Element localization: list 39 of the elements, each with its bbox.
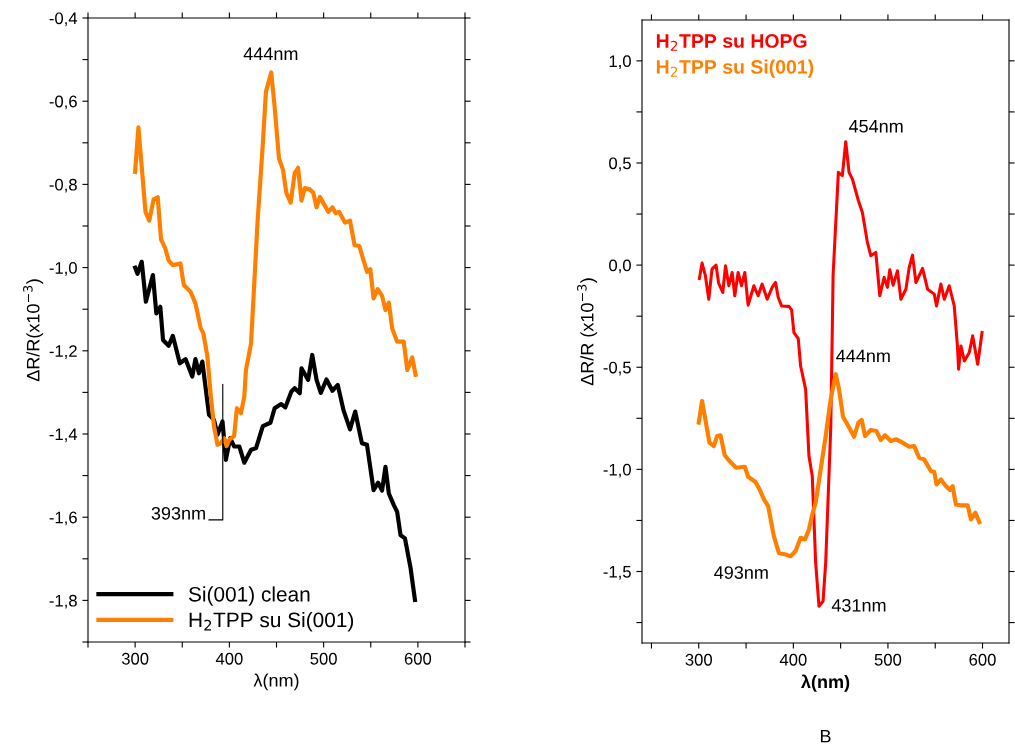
legend-label: Si(001) clean bbox=[188, 586, 310, 606]
y-tick-label: 1,0 bbox=[609, 55, 631, 70]
line-series bbox=[133, 70, 418, 449]
text: H$_{2}$TPP su Si(001) bbox=[656, 59, 814, 78]
y-tick-label: 0,5 bbox=[609, 157, 631, 172]
y-tick-label: -0,6 bbox=[49, 95, 77, 110]
text: H$_{2}$TPP su HOPG bbox=[656, 34, 807, 51]
x-tick-label: 500 bbox=[310, 652, 337, 665]
annotation: 493nm bbox=[714, 566, 768, 579]
y-tick-label: -1,8 bbox=[49, 594, 77, 609]
y-tick-label: -1,0 bbox=[49, 262, 77, 276]
y-tick-label: -1,6 bbox=[49, 511, 77, 526]
annotation: 444nm bbox=[836, 349, 890, 363]
x-tick-label: 500 bbox=[874, 653, 902, 666]
x-axis-title: λ(nm) bbox=[253, 673, 299, 691]
y-tick-label: -0,8 bbox=[49, 178, 77, 193]
legend-label: H$_{2}$TPP su Si(001) bbox=[189, 612, 354, 632]
annotation: 444nm bbox=[243, 47, 298, 60]
y-tick-label: -0,5 bbox=[603, 361, 631, 376]
x-tick-label: 300 bbox=[685, 653, 713, 666]
annotation: 393nm bbox=[151, 506, 205, 520]
text: B bbox=[820, 729, 831, 743]
line-series bbox=[696, 372, 982, 559]
y-tick-label: -0,4 bbox=[49, 12, 78, 27]
x-axis-title: λ(nm) bbox=[801, 674, 850, 692]
y-tick-label: 0,0 bbox=[609, 259, 631, 274]
x-tick-label: 400 bbox=[779, 653, 807, 666]
y-tick-label: -1,4 bbox=[49, 428, 78, 443]
y-tick-label: -1,5 bbox=[603, 566, 631, 580]
x-tick-label: 600 bbox=[404, 652, 432, 665]
annotation: 454nm bbox=[848, 120, 903, 133]
y-tick-label: -1,2 bbox=[49, 345, 77, 359]
annotation: 431nm bbox=[831, 598, 886, 612]
y-tick-label: -1,0 bbox=[603, 463, 631, 478]
y-axis-title: ΔR/R (x10$^{−3}$) bbox=[577, 278, 598, 386]
y-axis-title: ΔR/R(x10$^{−3}$) bbox=[23, 279, 44, 382]
x-tick-label: 400 bbox=[215, 652, 243, 665]
x-tick-label: 600 bbox=[969, 653, 996, 666]
x-tick-label: 300 bbox=[121, 652, 149, 665]
